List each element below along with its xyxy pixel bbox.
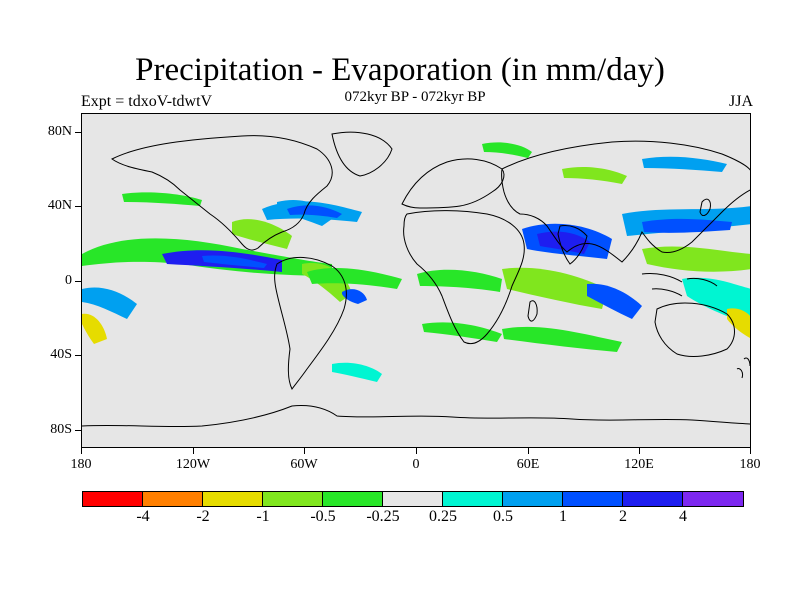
- colorbar-label: -4: [136, 508, 150, 525]
- coastline-india: [557, 225, 588, 265]
- pe-region-indian-ocean: [502, 267, 607, 309]
- pe-region-west-africa: [417, 269, 502, 292]
- pe-field: [82, 142, 750, 382]
- y-tickmark-80n: [75, 132, 81, 133]
- y-tickmark-40n: [75, 206, 81, 207]
- x-tickmark: [639, 448, 640, 454]
- season-label: JJA: [728, 93, 753, 110]
- y-tick-label: 0: [65, 273, 72, 288]
- colorbar-label: -2: [196, 508, 210, 525]
- x-tickmark: [750, 448, 751, 454]
- x-tick-label: 60E: [516, 457, 540, 472]
- map-panel: [81, 113, 751, 448]
- plot-subtitle: 072kyr BP - 072kyr BP: [344, 89, 486, 105]
- y-tickmark-40s: [75, 355, 81, 356]
- colorbar-swatch: [623, 492, 683, 506]
- x-tickmark: [416, 448, 417, 454]
- colorbar-label: -0.25: [366, 508, 400, 525]
- x-tick-label: 180: [739, 457, 761, 472]
- y-tick-label: 80N: [47, 124, 72, 139]
- y-tick-label: 40N: [47, 198, 72, 213]
- coastline-south-america: [274, 257, 347, 390]
- colorbar-swatch: [563, 492, 623, 506]
- x-tickmark: [528, 448, 529, 454]
- x-tick-label: 0: [412, 457, 420, 472]
- plot-title: Precipitation - Evaporation (in mm/day): [135, 52, 665, 88]
- coastline-asia: [501, 140, 750, 263]
- colorbar-swatch: [143, 492, 203, 506]
- pe-region-south-atlantic: [332, 362, 382, 382]
- colorbar-swatch: [383, 492, 443, 506]
- pe-region-west-pacific-core: [642, 218, 732, 233]
- pe-region-atlantic-patch: [342, 289, 367, 304]
- colorbar-swatch: [263, 492, 323, 506]
- y-tick-label: 40S: [50, 347, 72, 362]
- colorbar: [82, 491, 744, 507]
- pe-region-south-indian-band: [422, 322, 502, 342]
- coastline-antarctica: [82, 405, 750, 428]
- colorbar-swatch: [503, 492, 563, 506]
- pe-region-arctic: [482, 142, 532, 158]
- x-tickmark: [304, 448, 305, 454]
- x-tick-label: 180: [70, 457, 92, 472]
- pe-region-southern-ocean: [502, 326, 622, 352]
- colorbar-label: 4: [679, 508, 687, 525]
- pe-region-indian-ocean-core: [587, 283, 642, 319]
- experiment-label: Expt = tdxoV-tdwtV: [81, 93, 213, 110]
- colorbar-label: 1: [559, 508, 567, 525]
- pe-region-north-atlantic-core: [287, 205, 342, 218]
- pe-region-pacific-itcz-inner: [202, 255, 267, 268]
- coastline-africa: [403, 210, 525, 345]
- coastline-europe: [401, 158, 505, 209]
- coastline-new-zealand: [736, 357, 750, 379]
- pe-region-siberia: [562, 166, 627, 184]
- pe-region-east-pacific-dry: [82, 313, 107, 344]
- pe-region-east-pacific-south: [82, 287, 137, 319]
- coastlines: [82, 131, 750, 428]
- pe-region-north-pacific-storm: [122, 192, 202, 206]
- coastline-madagascar: [527, 300, 538, 322]
- colorbar-label: 0.5: [493, 508, 513, 525]
- colorbar-swatch: [683, 492, 743, 506]
- colorbar-swatch: [443, 492, 503, 506]
- pe-region-south-pacific-dry: [727, 308, 750, 338]
- x-tick-label: 120W: [175, 457, 211, 472]
- x-tickmark: [193, 448, 194, 454]
- colorbar-label: -1: [256, 508, 270, 525]
- map-svg: [82, 114, 750, 447]
- colorbar-label: 2: [619, 508, 627, 525]
- colorbar-swatch: [83, 492, 143, 506]
- pe-region-east-asia: [642, 156, 727, 172]
- colorbar-swatch: [323, 492, 383, 506]
- y-tick-label: 80S: [50, 422, 72, 437]
- y-tickmark-80s: [75, 430, 81, 431]
- pe-region-atlantic-itcz: [307, 268, 402, 289]
- x-tickmark: [81, 448, 82, 454]
- colorbar-swatch: [203, 492, 263, 506]
- map-background: [82, 114, 750, 447]
- pe-region-central-america: [232, 219, 292, 249]
- colorbar-label: 0.25: [429, 508, 457, 525]
- coastline-japan: [699, 198, 711, 217]
- coastline-north-america: [111, 135, 333, 251]
- y-tickmark-0: [75, 281, 81, 282]
- pe-region-bay-of-bengal: [537, 231, 590, 254]
- coastline-australia: [654, 302, 735, 357]
- colorbar-label: -0.5: [310, 508, 336, 525]
- x-tick-label: 120E: [624, 457, 654, 472]
- coastline-maritime-islands: [641, 273, 718, 297]
- x-tick-label: 60W: [290, 457, 318, 472]
- coastline-greenland: [331, 131, 393, 177]
